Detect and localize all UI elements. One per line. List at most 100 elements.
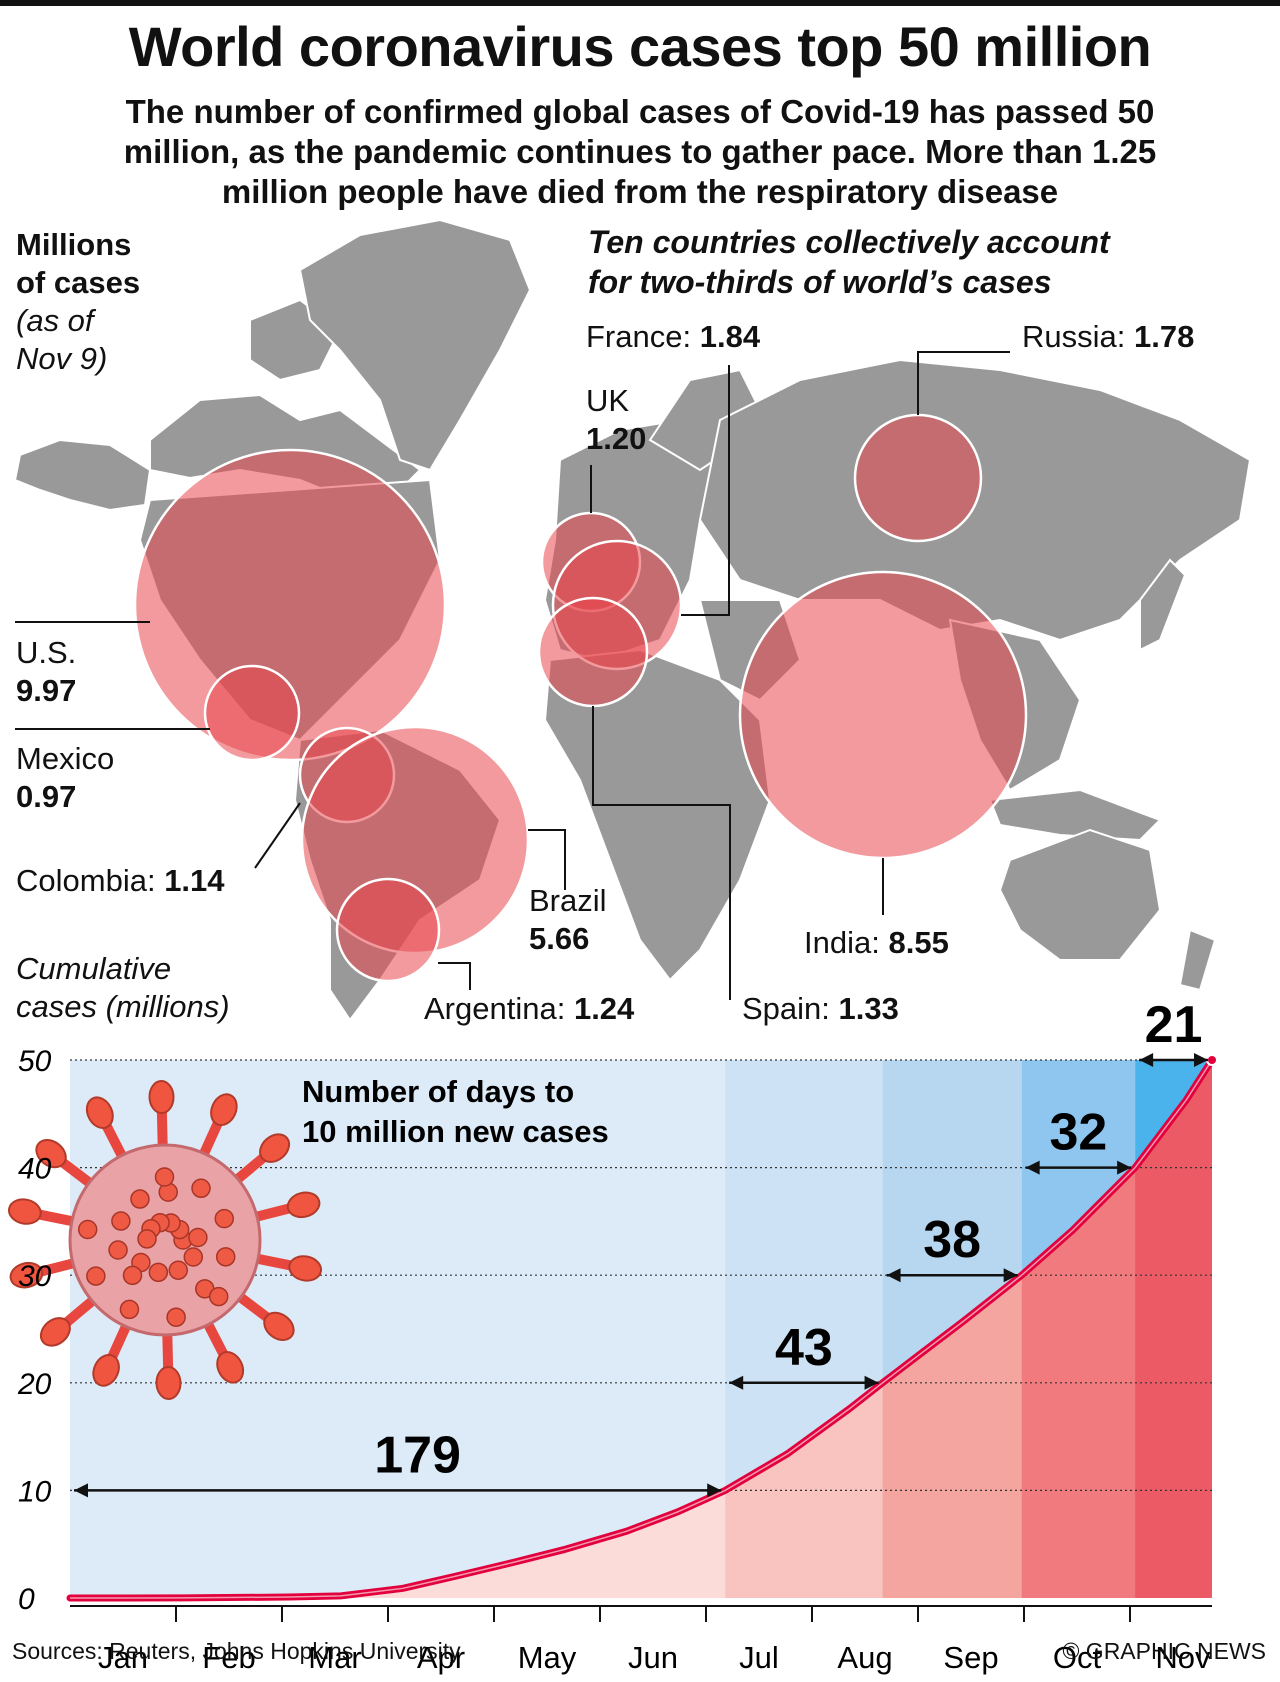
- interval-head-left-32: [1025, 1160, 1040, 1175]
- leader-colombia: [254, 802, 301, 869]
- interval-label-21: 21: [1145, 996, 1203, 1054]
- virus-spike: [35, 1138, 97, 1190]
- land-alaska: [13, 438, 152, 512]
- x-tick-jan: Jan: [98, 1640, 148, 1675]
- virus-surface-dot: [215, 1247, 236, 1267]
- band-red-0: [70, 1490, 726, 1598]
- x-tick-may: May: [518, 1640, 577, 1675]
- y-tick-0: 0: [18, 1583, 35, 1616]
- page-subtitle: The number of confirmed global cases of …: [123, 93, 1157, 210]
- label-spain: Spain: 1.33: [742, 990, 899, 1028]
- interval-label-38: 38: [923, 1211, 981, 1269]
- virus-spikes: [7, 1080, 323, 1400]
- virus-surface-dot: [148, 1262, 169, 1283]
- bubble-argentina: [335, 877, 441, 983]
- band-red-4: [1135, 1060, 1212, 1598]
- virus-spike: [201, 1317, 245, 1384]
- label-france: France: 1.84: [586, 318, 760, 356]
- virus-surface-dot: [119, 1299, 140, 1320]
- y-axis-title: Cumulative cases (millions): [16, 950, 230, 1026]
- label-brazil-name: Brazil: [529, 883, 607, 918]
- interval-label-43: 43: [775, 1319, 833, 1377]
- interval-label-32: 32: [1049, 1104, 1107, 1162]
- x-tick-oct: Oct: [1053, 1640, 1102, 1675]
- virus-spike-head: [39, 1317, 71, 1347]
- label-india-value: 8.55: [888, 925, 949, 960]
- label-india-name: India:: [804, 925, 880, 960]
- interval-head-right-38: [1003, 1268, 1018, 1283]
- label-us-value: 9.97: [16, 673, 77, 708]
- y-tick-50: 50: [18, 1045, 52, 1078]
- virus-spike: [250, 1191, 321, 1223]
- virus-spike-head: [155, 1365, 182, 1400]
- interval-head-left-179: [74, 1483, 88, 1498]
- interval-arrow-38: 38: [886, 1211, 1018, 1283]
- label-argentina: Argentina: 1.24: [424, 990, 634, 1028]
- annotation-title-line1: Number of days to: [302, 1074, 574, 1109]
- virus-spike: [252, 1252, 323, 1282]
- virus-spike-head: [35, 1138, 67, 1169]
- virus-spike-head: [216, 1351, 245, 1384]
- world-map: [13, 218, 1252, 1022]
- label-brazil-value: 5.66: [529, 921, 590, 956]
- label-uk-name: UK: [586, 383, 630, 418]
- interval-head-left-21: [1139, 1053, 1154, 1067]
- virus-surface-dot: [154, 1167, 175, 1187]
- land-australia: [998, 828, 1162, 961]
- land-japan: [1139, 558, 1187, 652]
- leader-france: [681, 365, 730, 616]
- virus-surface-dot: [122, 1265, 143, 1286]
- label-spain-name: Spain:: [742, 991, 830, 1026]
- x-tick-aug: Aug: [837, 1640, 892, 1675]
- interval-arrows: 179 43 38 32 21: [74, 996, 1208, 1498]
- unit-label-line1: Millions: [16, 227, 132, 262]
- virus-spike-head: [85, 1096, 114, 1129]
- leader-lines: [15, 351, 1010, 1000]
- interval-arrow-21: 21: [1139, 996, 1208, 1067]
- label-france-value: 1.84: [699, 319, 761, 354]
- virus-spike: [9, 1257, 80, 1289]
- interval-head-right-179: [707, 1483, 722, 1498]
- map-note-line1: Ten countries collectively account: [588, 224, 1110, 260]
- y-tick-40: 40: [18, 1153, 52, 1186]
- label-russia-name: Russia:: [1022, 319, 1126, 354]
- interval-arrow-179: 179: [74, 1426, 722, 1498]
- annotation-title-line2: 10 million new cases: [302, 1114, 609, 1149]
- leader-brazil: [528, 829, 566, 890]
- band-red-2: [882, 1275, 1022, 1598]
- y-axis-title-line2: cases (millions): [16, 989, 230, 1024]
- map-note: Ten countries collectively account for t…: [588, 222, 1110, 302]
- label-mexico: Mexico 0.97: [16, 740, 114, 816]
- label-spain-value: 1.33: [838, 991, 899, 1026]
- label-uk-value: 1.20: [586, 421, 647, 456]
- virus-surface-dot: [111, 1211, 131, 1231]
- label-russia: Russia: 1.78: [1022, 318, 1194, 356]
- virus-surface-dot: [166, 1307, 186, 1327]
- y-tick-20: 20: [17, 1368, 52, 1401]
- x-tick-feb: Feb: [202, 1640, 255, 1675]
- bubble-mexico: [203, 664, 301, 762]
- virus-surface-dot: [214, 1208, 235, 1229]
- label-argentina-value: 1.24: [573, 991, 635, 1026]
- y-tick-10: 10: [18, 1475, 52, 1508]
- map-note-line2: for two-thirds of world’s cases: [588, 264, 1052, 300]
- label-uk: UK 1.20: [586, 382, 646, 458]
- label-france-name: France:: [586, 319, 692, 354]
- virus-spike: [148, 1080, 175, 1151]
- virus-spike: [39, 1293, 100, 1347]
- virus-surface-dot: [208, 1286, 229, 1307]
- leader-spain: [592, 706, 731, 1000]
- virus-spike-head: [286, 1191, 321, 1219]
- interval-head-left-43: [729, 1375, 744, 1390]
- unit-label-line4: Nov 9): [16, 341, 108, 376]
- label-mexico-name: Mexico: [16, 741, 115, 776]
- interval-head-right-43: [864, 1375, 879, 1390]
- series-end-point: [1206, 1054, 1218, 1066]
- country-bubbles: [133, 413, 1028, 983]
- x-tick-apr: Apr: [417, 1640, 465, 1675]
- virus-spike-head: [9, 1261, 44, 1289]
- virus-spike-head: [259, 1133, 291, 1163]
- interval-head-right-32: [1117, 1160, 1132, 1175]
- virus-surface-dot: [108, 1240, 128, 1260]
